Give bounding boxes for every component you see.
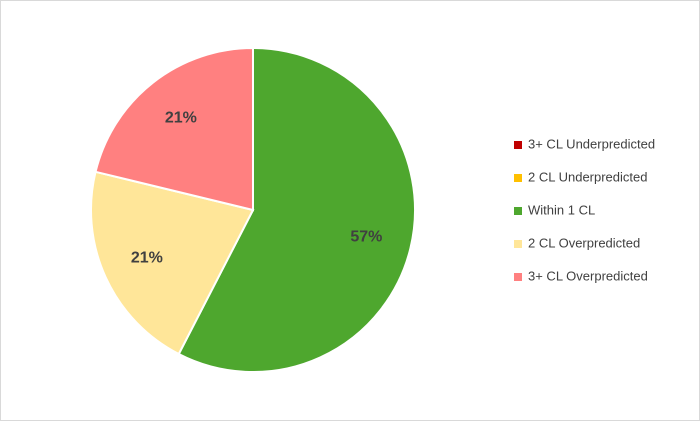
data-label: 21% <box>165 110 197 127</box>
legend-marker <box>514 240 522 248</box>
legend-label: 2 CL Overpredicted <box>528 235 640 250</box>
pie-slice <box>90 170 255 356</box>
legend-label: 3+ CL Overpredicted <box>528 268 648 283</box>
pie-slice <box>177 46 416 373</box>
legend-marker <box>514 174 522 182</box>
pie-slice <box>94 46 254 212</box>
legend-marker <box>514 273 522 281</box>
legend-label: 2 CL Underpredicted <box>528 169 647 184</box>
data-label: 57% <box>350 229 382 246</box>
legend-marker <box>514 141 522 149</box>
legend-label: 3+ CL Underpredicted <box>528 136 655 151</box>
legend-marker <box>514 207 522 215</box>
legend-label: Within 1 CL <box>528 202 595 217</box>
data-label: 21% <box>131 250 163 267</box>
